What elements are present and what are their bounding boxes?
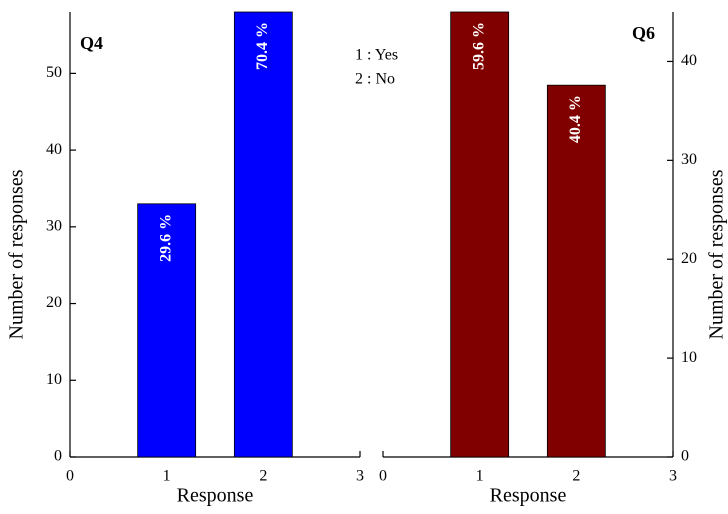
bar: [450, 11, 510, 458]
value-label: 29.6 %: [157, 214, 174, 262]
bar: [137, 203, 197, 458]
x-axis-label: Response: [177, 485, 254, 507]
value-label: 59.6 %: [470, 22, 487, 70]
x-tick-label: 2: [259, 468, 267, 485]
legend-note: 2 : No: [355, 71, 395, 88]
y-tick-label: 30: [681, 151, 697, 168]
y-tick-label: 20: [46, 294, 62, 311]
bar: [546, 84, 606, 458]
y-tick-label: 40: [46, 141, 62, 158]
y-axis-label: Number of responses: [6, 169, 28, 339]
y-tick-label: 50: [46, 64, 62, 81]
value-label: 70.4 %: [254, 22, 271, 70]
y-tick-label: 0: [54, 448, 62, 465]
y-axis-label: Number of responses: [706, 169, 728, 339]
y-tick-label: 0: [681, 448, 689, 465]
x-tick-label: 0: [379, 468, 387, 485]
y-tick-label: 10: [46, 371, 62, 388]
value-label: 40.4 %: [567, 95, 584, 143]
y-tick-label: 30: [46, 217, 62, 234]
panel-title: Q4: [80, 33, 103, 53]
x-tick-label: 0: [66, 468, 74, 485]
y-tick-label: 40: [681, 52, 697, 69]
bar: [233, 11, 293, 458]
x-tick-label: 2: [572, 468, 580, 485]
x-axis-label: Response: [490, 485, 567, 507]
x-tick-label: 1: [476, 468, 484, 485]
x-tick-label: 3: [669, 468, 677, 485]
legend-note: 1 : Yes: [355, 47, 398, 64]
x-tick-label: 3: [356, 468, 364, 485]
x-tick-label: 1: [163, 468, 171, 485]
y-tick-label: 10: [681, 349, 697, 366]
y-tick-label: 20: [681, 250, 697, 267]
panel-title: Q6: [632, 23, 655, 43]
